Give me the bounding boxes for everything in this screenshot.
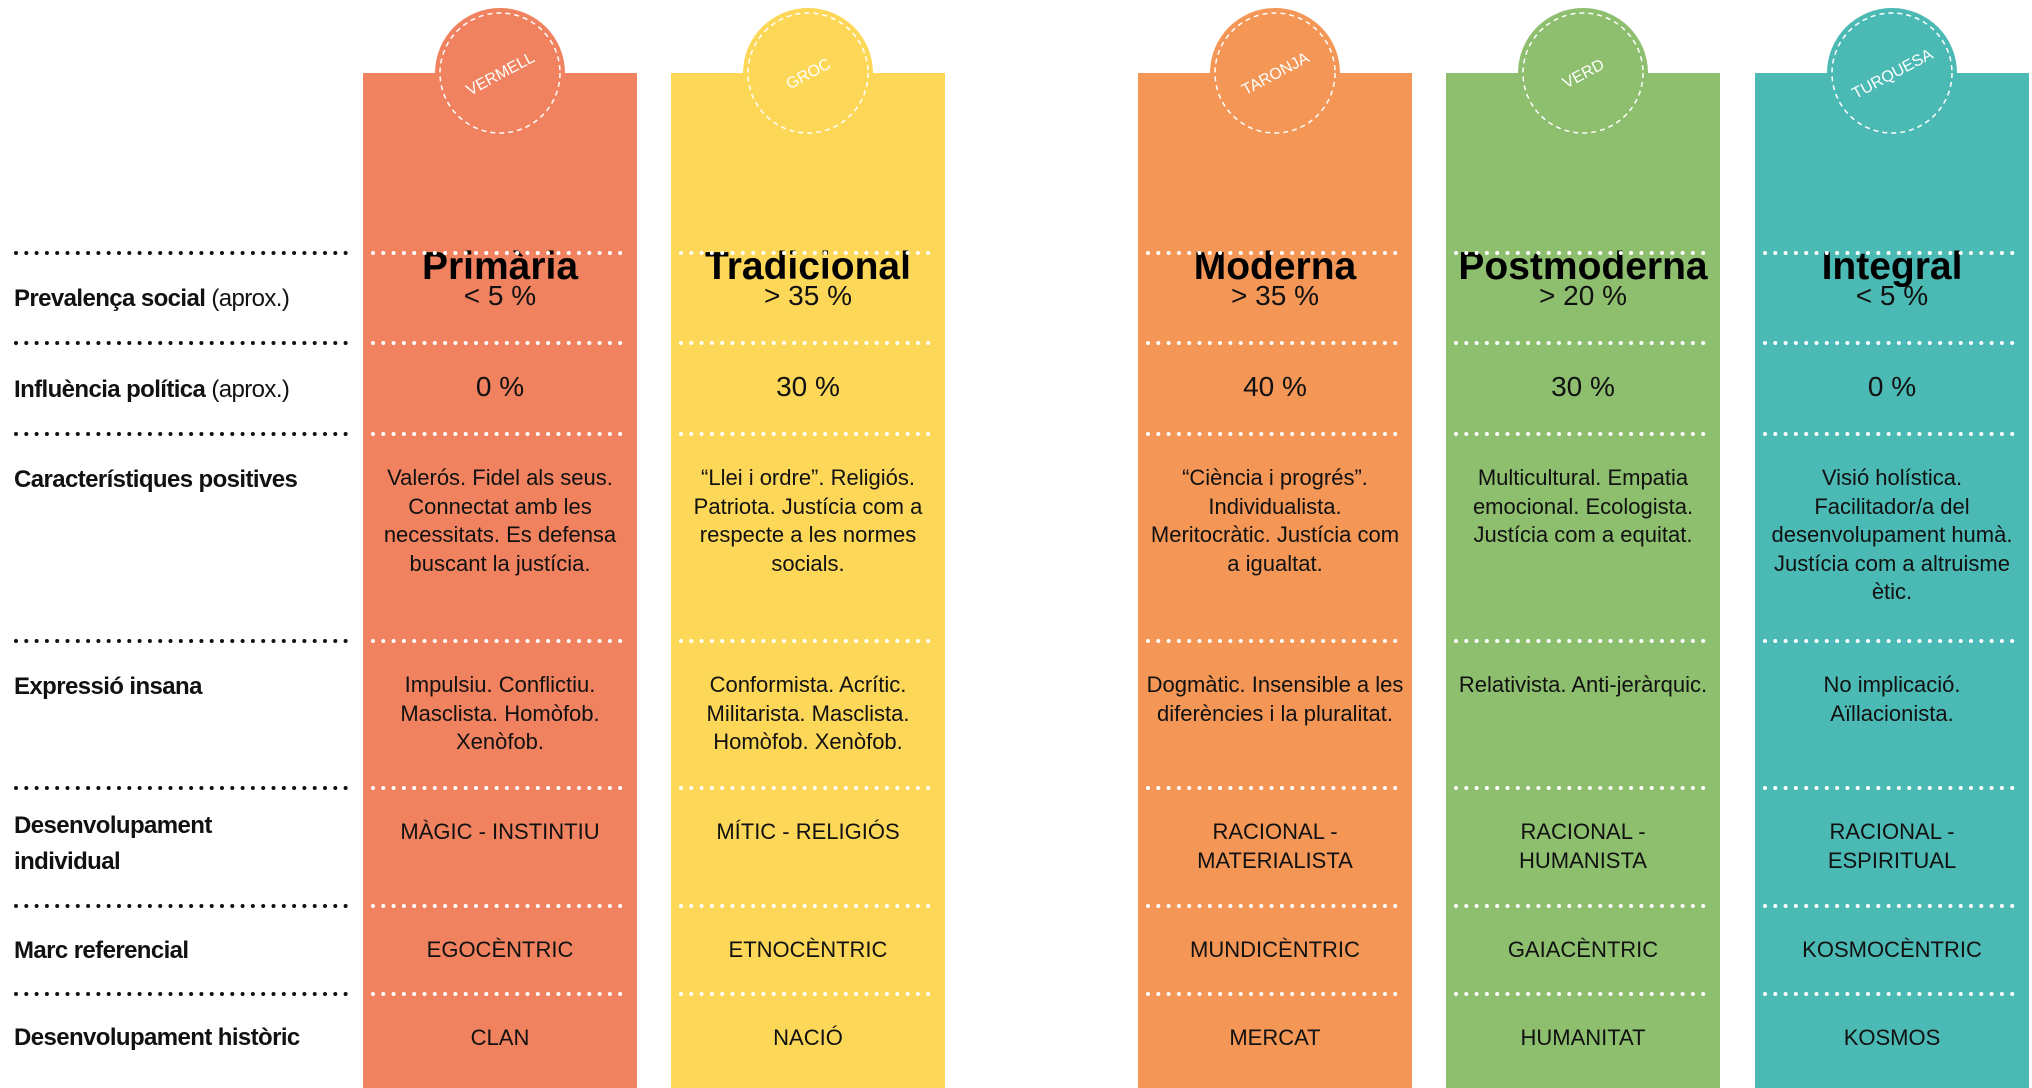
badge-ring [439, 12, 561, 134]
cell: NACIÓ [773, 1025, 843, 1050]
column-title: Primària [421, 245, 579, 288]
label-text: Prevalença social [14, 285, 206, 312]
label-note: (aprox.) [211, 376, 290, 403]
cell: MERCAT [1229, 1025, 1321, 1050]
column: Primària < 5 % 0 % Valerós. Fidel als seus.… [363, 73, 637, 1088]
row-label: Influència política (aprox.) [14, 372, 314, 408]
cell: Visió holística. Facilitador/a del desen… [1771, 465, 2013, 604]
badge-ring [1831, 12, 1953, 134]
cell: 30 % [1551, 371, 1615, 402]
column: Tradicional > 35 % 30 % “Llei i ordre”. Rel… [671, 73, 945, 1088]
badge-circle [435, 8, 565, 138]
cell: 0 % [475, 371, 525, 402]
cell: > 20 % [1539, 280, 1627, 311]
label-text: Desenvolupament individual [14, 812, 212, 875]
cell: RACIONAL - HUMANISTA [1519, 819, 1647, 873]
label-text: Influència política [14, 376, 206, 403]
label-text: Marc referencial [14, 937, 189, 964]
badge-ring [1214, 12, 1336, 134]
cell: KOSMOCÈNTRIC [1802, 937, 1982, 962]
badge-circle [1518, 8, 1648, 138]
cell: 40 % [1243, 371, 1307, 402]
row-label: Marc referencial [14, 933, 314, 969]
cell: “Ciència i progrés”. Individualista. Mer… [1150, 465, 1400, 576]
cell: > 35 % [764, 280, 852, 311]
column-title: Postmoderna [1458, 245, 1708, 288]
cell: Dogmàtic. Insensible a les diferències i… [1146, 672, 1404, 726]
label-text: Expressió insana [14, 673, 202, 700]
row-label: Desenvolupament individual [14, 808, 314, 880]
label-text: Desenvolupament històric [14, 1024, 300, 1051]
cell: No implicació. Aïllacionista. [1823, 672, 1961, 726]
badge-ring [747, 12, 869, 134]
cell: ETNOCÈNTRIC [728, 937, 888, 962]
row-label: Expressió insana [14, 669, 314, 705]
cell: Valerós. Fidel als seus. Connectat amb l… [383, 465, 617, 576]
cell: MÀGIC - INSTINTIU [400, 819, 600, 844]
row-label: Prevalença social (aprox.) [14, 281, 314, 317]
row-label: Característiques positives [14, 462, 314, 498]
cell: < 5 % [1855, 280, 1929, 311]
cell: MÍTIC - RELIGIÓS [716, 819, 900, 844]
cell: GAIACÈNTRIC [1507, 937, 1659, 962]
cell: MUNDICÈNTRIC [1190, 937, 1360, 962]
cell: Multicultural. Empatia emocional. Ecolog… [1472, 465, 1694, 547]
cell: Relativista. Anti-jeràrquic. [1458, 672, 1708, 697]
cell: KOSMOS [1843, 1025, 1941, 1050]
badge-circle [1210, 8, 1340, 138]
column: Integral < 5 % 0 % Visió holística. Facilit… [1755, 73, 2029, 1088]
cell: RACIONAL - ESPIRITUAL [1827, 819, 1957, 873]
row-label: Desenvolupament històric [14, 1020, 314, 1056]
cell: Conformista. Acrític. Militarista. Mascl… [706, 672, 910, 754]
badge-circle [1827, 8, 1957, 138]
badge-circle [743, 8, 873, 138]
cell: 0 % [1867, 371, 1917, 402]
label-text: Característiques positives [14, 466, 298, 493]
cell: CLAN [470, 1025, 530, 1050]
cell: HUMANITAT [1520, 1025, 1646, 1050]
badge-ring [1522, 12, 1644, 134]
label-note: (aprox.) [211, 285, 290, 312]
column: Moderna > 35 % 40 % “Ciència i progrés”. In… [1138, 73, 1412, 1088]
cell: 30 % [776, 371, 840, 402]
cell: “Llei i ordre”. Religiós. Patriota. Just… [693, 465, 923, 576]
cell: RACIONAL - MATERIALISTA [1197, 819, 1353, 873]
cell: EGOCÈNTRIC [426, 937, 574, 962]
cell: < 5 % [463, 280, 537, 311]
cell: Impulsiu. Conflictiu. Masclista. Homòfob… [400, 672, 600, 754]
cell: > 35 % [1231, 280, 1319, 311]
column: Postmoderna > 20 % 30 % Multicultural. Empa… [1446, 73, 1720, 1088]
